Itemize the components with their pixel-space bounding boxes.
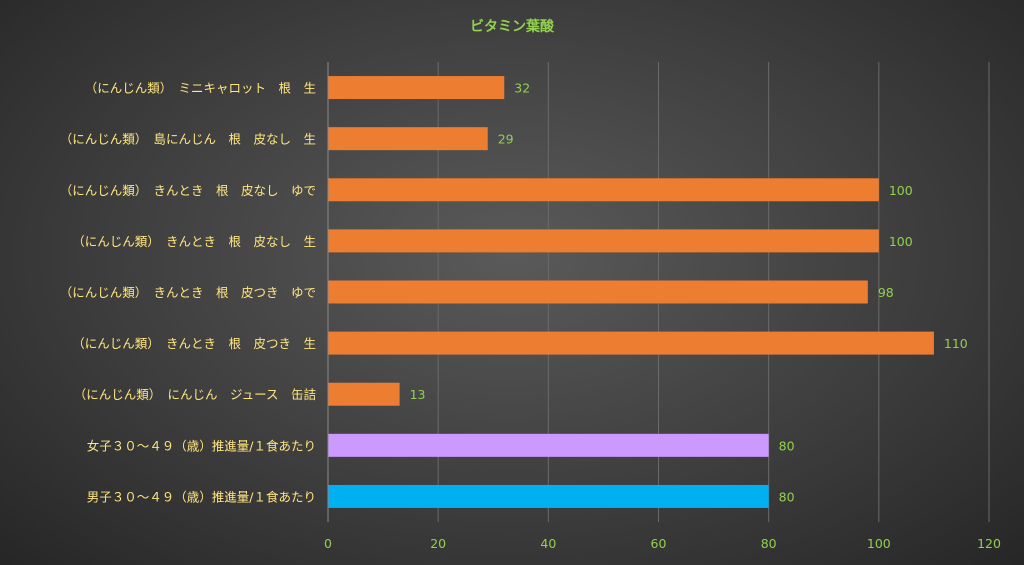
data-label: 98 [878, 285, 894, 300]
category-label: （にんじん類） きんとき 根 皮なし ゆで [60, 183, 316, 198]
category-label: 男子３０～４９（歳）推進量/１食あたり [87, 489, 316, 504]
x-tick-label: 0 [324, 536, 332, 551]
bars [328, 76, 934, 508]
data-label: 100 [889, 234, 913, 249]
category-label: （にんじん類） きんとき 根 皮つき ゆで [60, 285, 316, 300]
category-label: （にんじん類） ミニキャロット 根 生 [85, 81, 316, 96]
x-tick-label: 60 [651, 536, 667, 551]
data-label: 13 [410, 387, 426, 402]
x-tick-label: 40 [540, 536, 556, 551]
category-label: （にんじん類） きんとき 根 皮なし 生 [72, 234, 316, 249]
x-tick-label: 20 [430, 536, 446, 551]
category-labels: （にんじん類） ミニキャロット 根 生 （にんじん類） 島にんじん 根 皮なし 生… [60, 81, 316, 505]
x-tick-label: 100 [867, 536, 891, 551]
bar [328, 76, 505, 100]
bar [328, 280, 868, 304]
bar [328, 331, 934, 355]
bar [328, 433, 769, 457]
data-label: 100 [889, 183, 913, 198]
data-label: 80 [779, 438, 795, 453]
bar [328, 127, 488, 151]
category-label: （にんじん類） きんとき 根 皮つき 生 [72, 336, 316, 351]
data-label: 110 [944, 336, 968, 351]
value-labels: 32 29 100 100 98 110 13 80 80 [410, 81, 968, 505]
bar [328, 229, 879, 253]
bar [328, 382, 400, 406]
data-label: 29 [498, 132, 514, 147]
category-label: （にんじん類） 島にんじん 根 皮なし 生 [60, 132, 316, 147]
bar [328, 178, 879, 202]
bar [328, 484, 769, 508]
chart-title: ビタミン葉酸 [470, 18, 555, 35]
data-label: 32 [514, 81, 530, 96]
data-label: 80 [779, 489, 795, 504]
x-tick-label: 80 [761, 536, 777, 551]
x-tick-label: 120 [977, 536, 1001, 551]
category-label: 女子３０～４９（歳）推進量/１食あたり [87, 438, 316, 453]
category-label: （にんじん類） にんじん ジュース 缶詰 [74, 387, 316, 402]
x-axis-tick-labels: 0 20 40 60 80 100 120 [324, 536, 1001, 551]
